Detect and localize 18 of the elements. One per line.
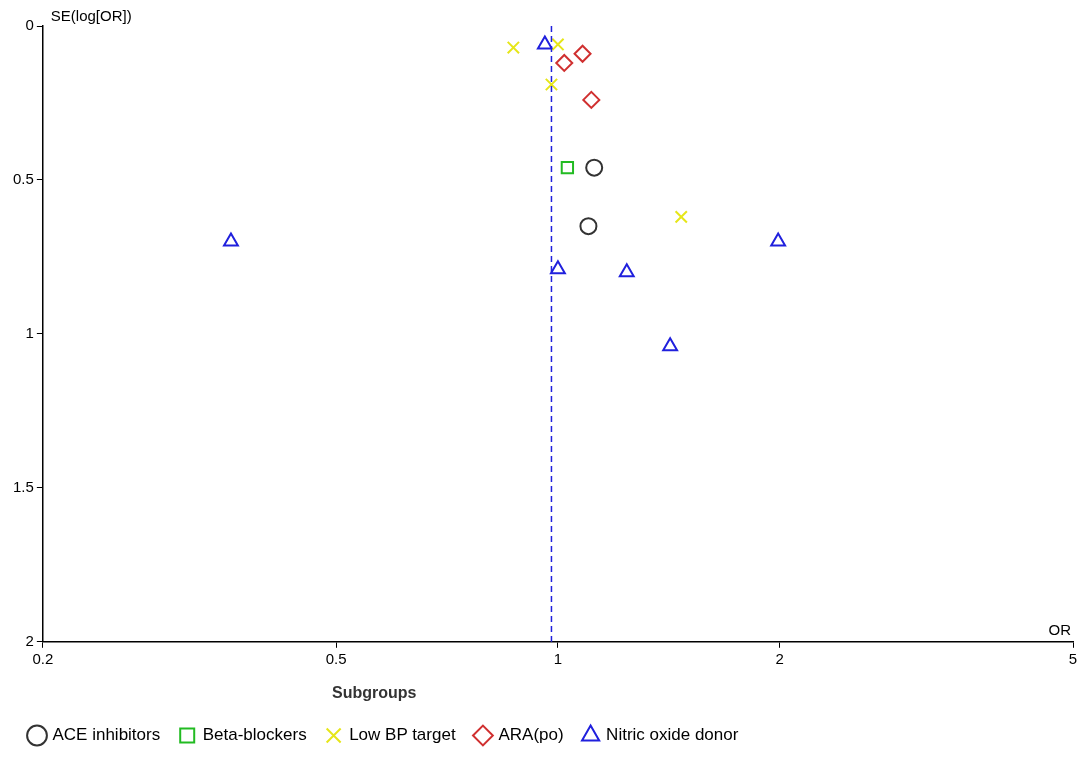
y-tick-label: 2 <box>25 631 34 649</box>
legend-label: ACE inhibitors <box>52 725 161 745</box>
legend-label: Nitric oxide donor <box>606 725 739 745</box>
y-tick-label: 0 <box>25 16 34 34</box>
legend-label: ARA(po) <box>498 725 564 745</box>
x-axis-title: OR <box>1048 621 1072 639</box>
legend-label: Beta-blockers <box>202 725 307 745</box>
legend-title: Subgroups <box>331 684 417 702</box>
y-tick-label: 0.5 <box>12 170 34 188</box>
x-tick-label: 0.5 <box>325 649 347 667</box>
x-tick-label: 1 <box>553 649 563 667</box>
y-axis-title: SE(log[OR]) <box>50 6 132 24</box>
x-tick-label: 2 <box>775 649 784 667</box>
y-tick-label: 1.5 <box>12 477 34 495</box>
x-tick-label: 5 <box>1068 649 1078 667</box>
x-tick-label: 0.2 <box>32 649 54 667</box>
y-tick-label: 1 <box>25 324 34 342</box>
legend-label: Low BP target <box>349 725 456 745</box>
